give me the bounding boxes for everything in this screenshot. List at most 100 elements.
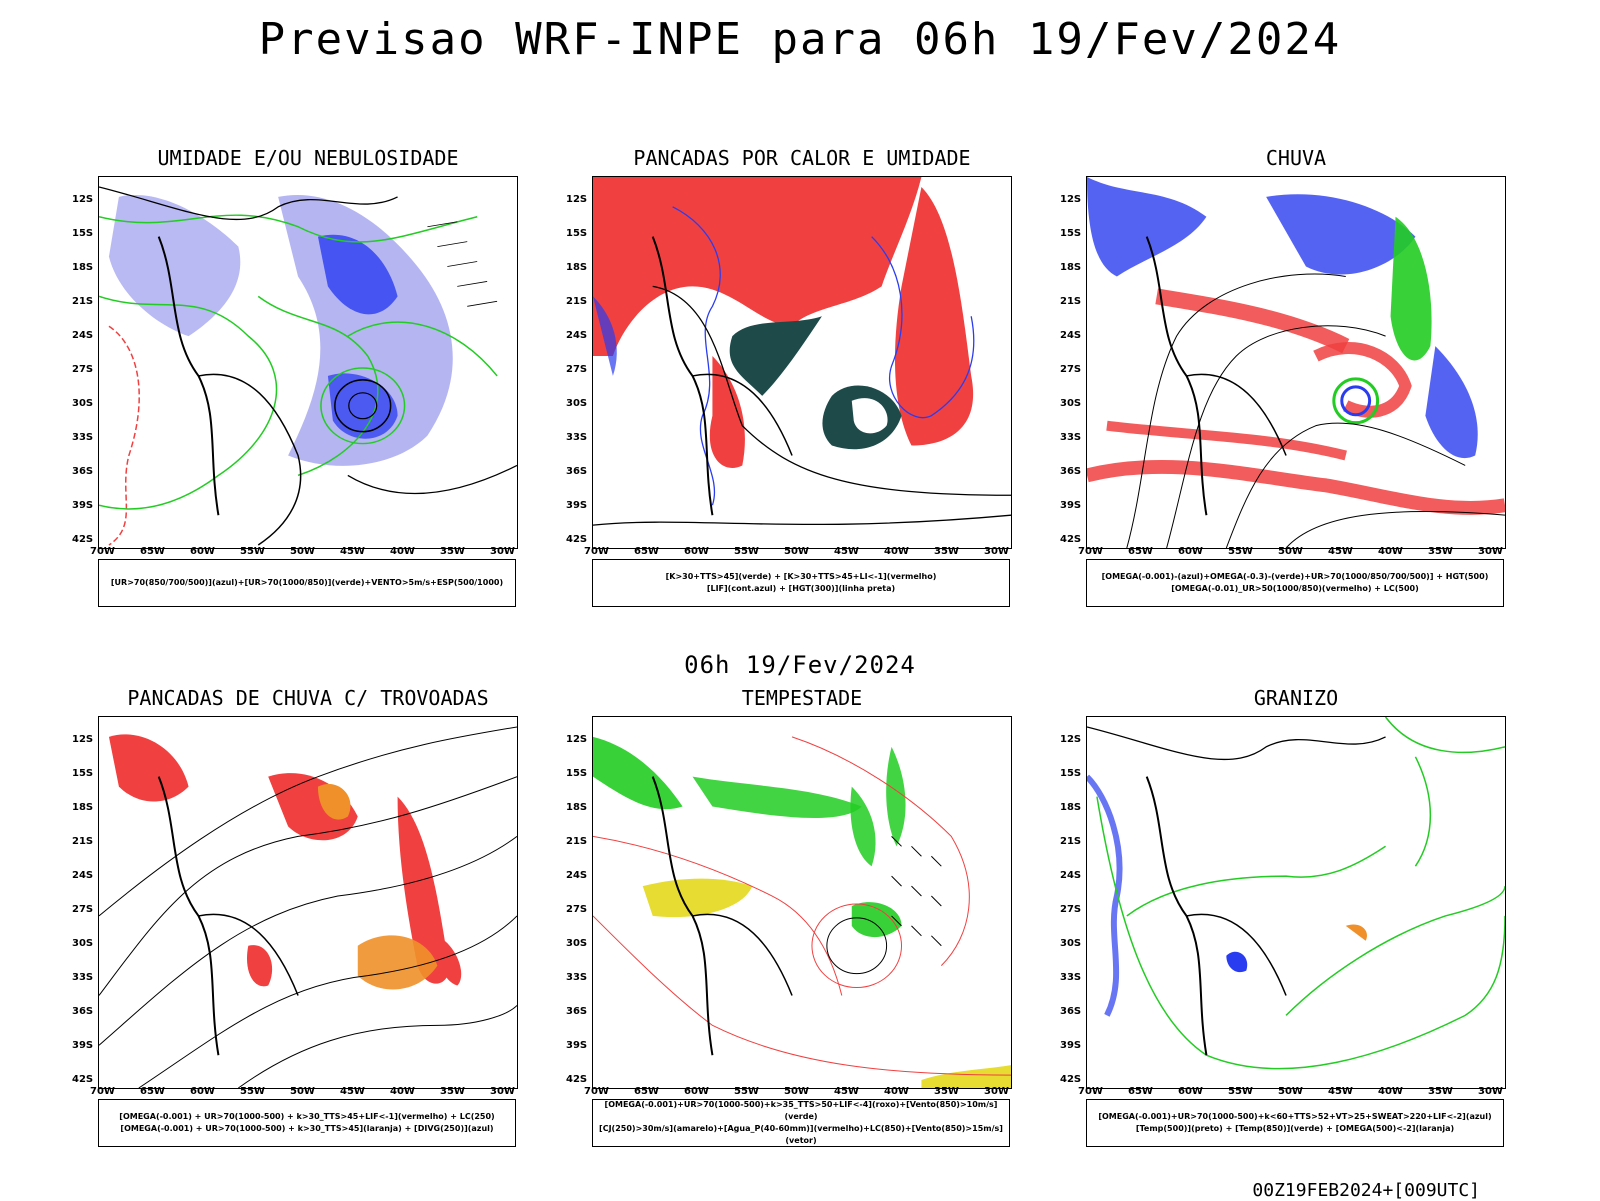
lat-label: 24S [72,870,94,881]
legend-box: [OMEGA(-0.001)-(azul)+OMEGA(-0.3)-(verde… [1086,559,1504,607]
lon-label: 70W [584,546,609,557]
lat-label: 24S [566,330,588,341]
panel-title: PANCADAS DE CHUVA C/ TROVOADAS [127,686,489,710]
lat-label: 18S [72,802,94,813]
lon-label: 45W [340,546,365,557]
lon-label: 40W [884,1086,909,1097]
lon-label: 30W [984,1086,1009,1097]
lon-label: 35W [934,1086,959,1097]
lat-label: 42S [72,534,94,545]
legend-box: [OMEGA(-0.001) + UR>70(1000-500) + k>30_… [98,1099,516,1147]
lat-label: 12S [1060,194,1082,205]
map-area [98,176,518,549]
lon-label: 65W [634,1086,659,1097]
lon-label: 65W [140,1086,165,1097]
panel-pancadas-calor: PANCADAS POR CALOR E UMIDADE 12S 15S 18S… [562,146,1042,626]
panel-chuva: CHUVA 12S 15S 18S 21S 24S 27S 30S 33S 36… [1056,146,1536,626]
lon-label: 65W [1128,1086,1153,1097]
lat-label: 18S [1060,802,1082,813]
lon-label: 60W [1178,1086,1203,1097]
lat-label: 39S [1060,500,1082,511]
lat-label: 15S [72,228,94,239]
lat-label: 21S [1060,296,1082,307]
forecast-time-label: 06h 19/Fev/2024 [684,651,916,679]
lat-label: 24S [1060,330,1082,341]
lon-label: 30W [1478,546,1503,557]
lat-label: 24S [72,330,94,341]
lon-label: 35W [1428,546,1453,557]
lat-label: 21S [566,296,588,307]
lon-label: 30W [984,546,1009,557]
run-stamp: 00Z19FEB2024+[009UTC] [1252,1180,1480,1201]
lat-label: 24S [566,870,588,881]
lon-label: 70W [90,546,115,557]
lat-label: 39S [1060,1040,1082,1051]
lon-label: 65W [1128,546,1153,557]
lat-label: 18S [72,262,94,273]
lat-label: 27S [1060,904,1082,915]
lat-label: 33S [72,432,94,443]
lat-label: 21S [72,836,94,847]
lon-label: 60W [684,1086,709,1097]
lat-label: 39S [72,500,94,511]
lat-label: 27S [1060,364,1082,375]
lat-label: 27S [72,904,94,915]
panel-title: GRANIZO [1253,686,1339,710]
map-area [592,176,1012,549]
lon-label: 30W [1478,1086,1503,1097]
lat-label: 36S [72,466,94,477]
lat-label: 24S [1060,870,1082,881]
lon-label: 70W [1078,1086,1103,1097]
lon-label: 65W [634,546,659,557]
lon-label: 50W [784,546,809,557]
panel-title: TEMPESTADE [741,686,863,710]
legend-box: [K>30+TTS>45](verde) + [K>30+TTS>45+LI<-… [592,559,1010,607]
legend-line: [LIF](cont.azul) + [HGT(300)](linha pret… [706,584,896,593]
lon-label: 60W [684,546,709,557]
main-title: Previsao WRF-INPE para 06h 19/Fev/2024 [258,14,1342,65]
lat-label: 15S [566,768,588,779]
lon-label: 70W [90,1086,115,1097]
panel-title: CHUVA [1265,146,1327,170]
lat-label: 42S [1060,534,1082,545]
panel-umidade: UMIDADE E/OU NEBULOSIDADE 12S 15S 18S 21… [68,146,548,626]
legend-line: [K>30+TTS>45](verde) + [K>30+TTS>45+LI<-… [665,572,937,581]
lon-label: 70W [1078,546,1103,557]
map-area [1086,176,1506,549]
lon-label: 40W [390,1086,415,1097]
lat-label: 27S [566,364,588,375]
panel-trovoadas: PANCADAS DE CHUVA C/ TROVOADAS 12S 15S 1… [68,686,548,1166]
legend-line: [OMEGA(-0.001) + UR>70(1000-500) + k>30_… [120,1124,494,1133]
lon-label: 35W [934,546,959,557]
map-area [592,716,1012,1089]
lat-label: 21S [1060,836,1082,847]
lat-label: 36S [72,1006,94,1017]
lat-label: 12S [566,194,588,205]
lat-label: 12S [566,734,588,745]
lat-label: 33S [566,972,588,983]
lat-label: 21S [566,836,588,847]
legend-line: [UR>70(850/700/500)](azul)+[UR>70(1000/8… [110,578,504,587]
lon-label: 40W [884,546,909,557]
lon-label: 40W [1378,546,1403,557]
panel-granizo: GRANIZO 12S 15S 18S 21S 24S 27S 30S 33S … [1056,686,1536,1166]
lat-label: 18S [1060,262,1082,273]
lat-label: 36S [1060,466,1082,477]
lat-label: 33S [72,972,94,983]
lon-label: 55W [240,1086,265,1097]
lat-label: 30S [72,938,94,949]
lon-label: 55W [1228,546,1253,557]
lat-label: 15S [566,228,588,239]
lat-label: 27S [72,364,94,375]
lon-label: 55W [240,546,265,557]
panel-title: PANCADAS POR CALOR E UMIDADE [633,146,971,170]
lon-label: 45W [834,1086,859,1097]
lat-label: 42S [1060,1074,1082,1085]
legend-box: [OMEGA(-0.001)+UR>70(1000-500)+k<60+TTS>… [1086,1099,1504,1147]
lon-label: 40W [1378,1086,1403,1097]
map-area [98,716,518,1089]
lat-label: 30S [1060,398,1082,409]
lat-label: 42S [72,1074,94,1085]
lon-label: 55W [734,546,759,557]
lon-label: 50W [1278,1086,1303,1097]
